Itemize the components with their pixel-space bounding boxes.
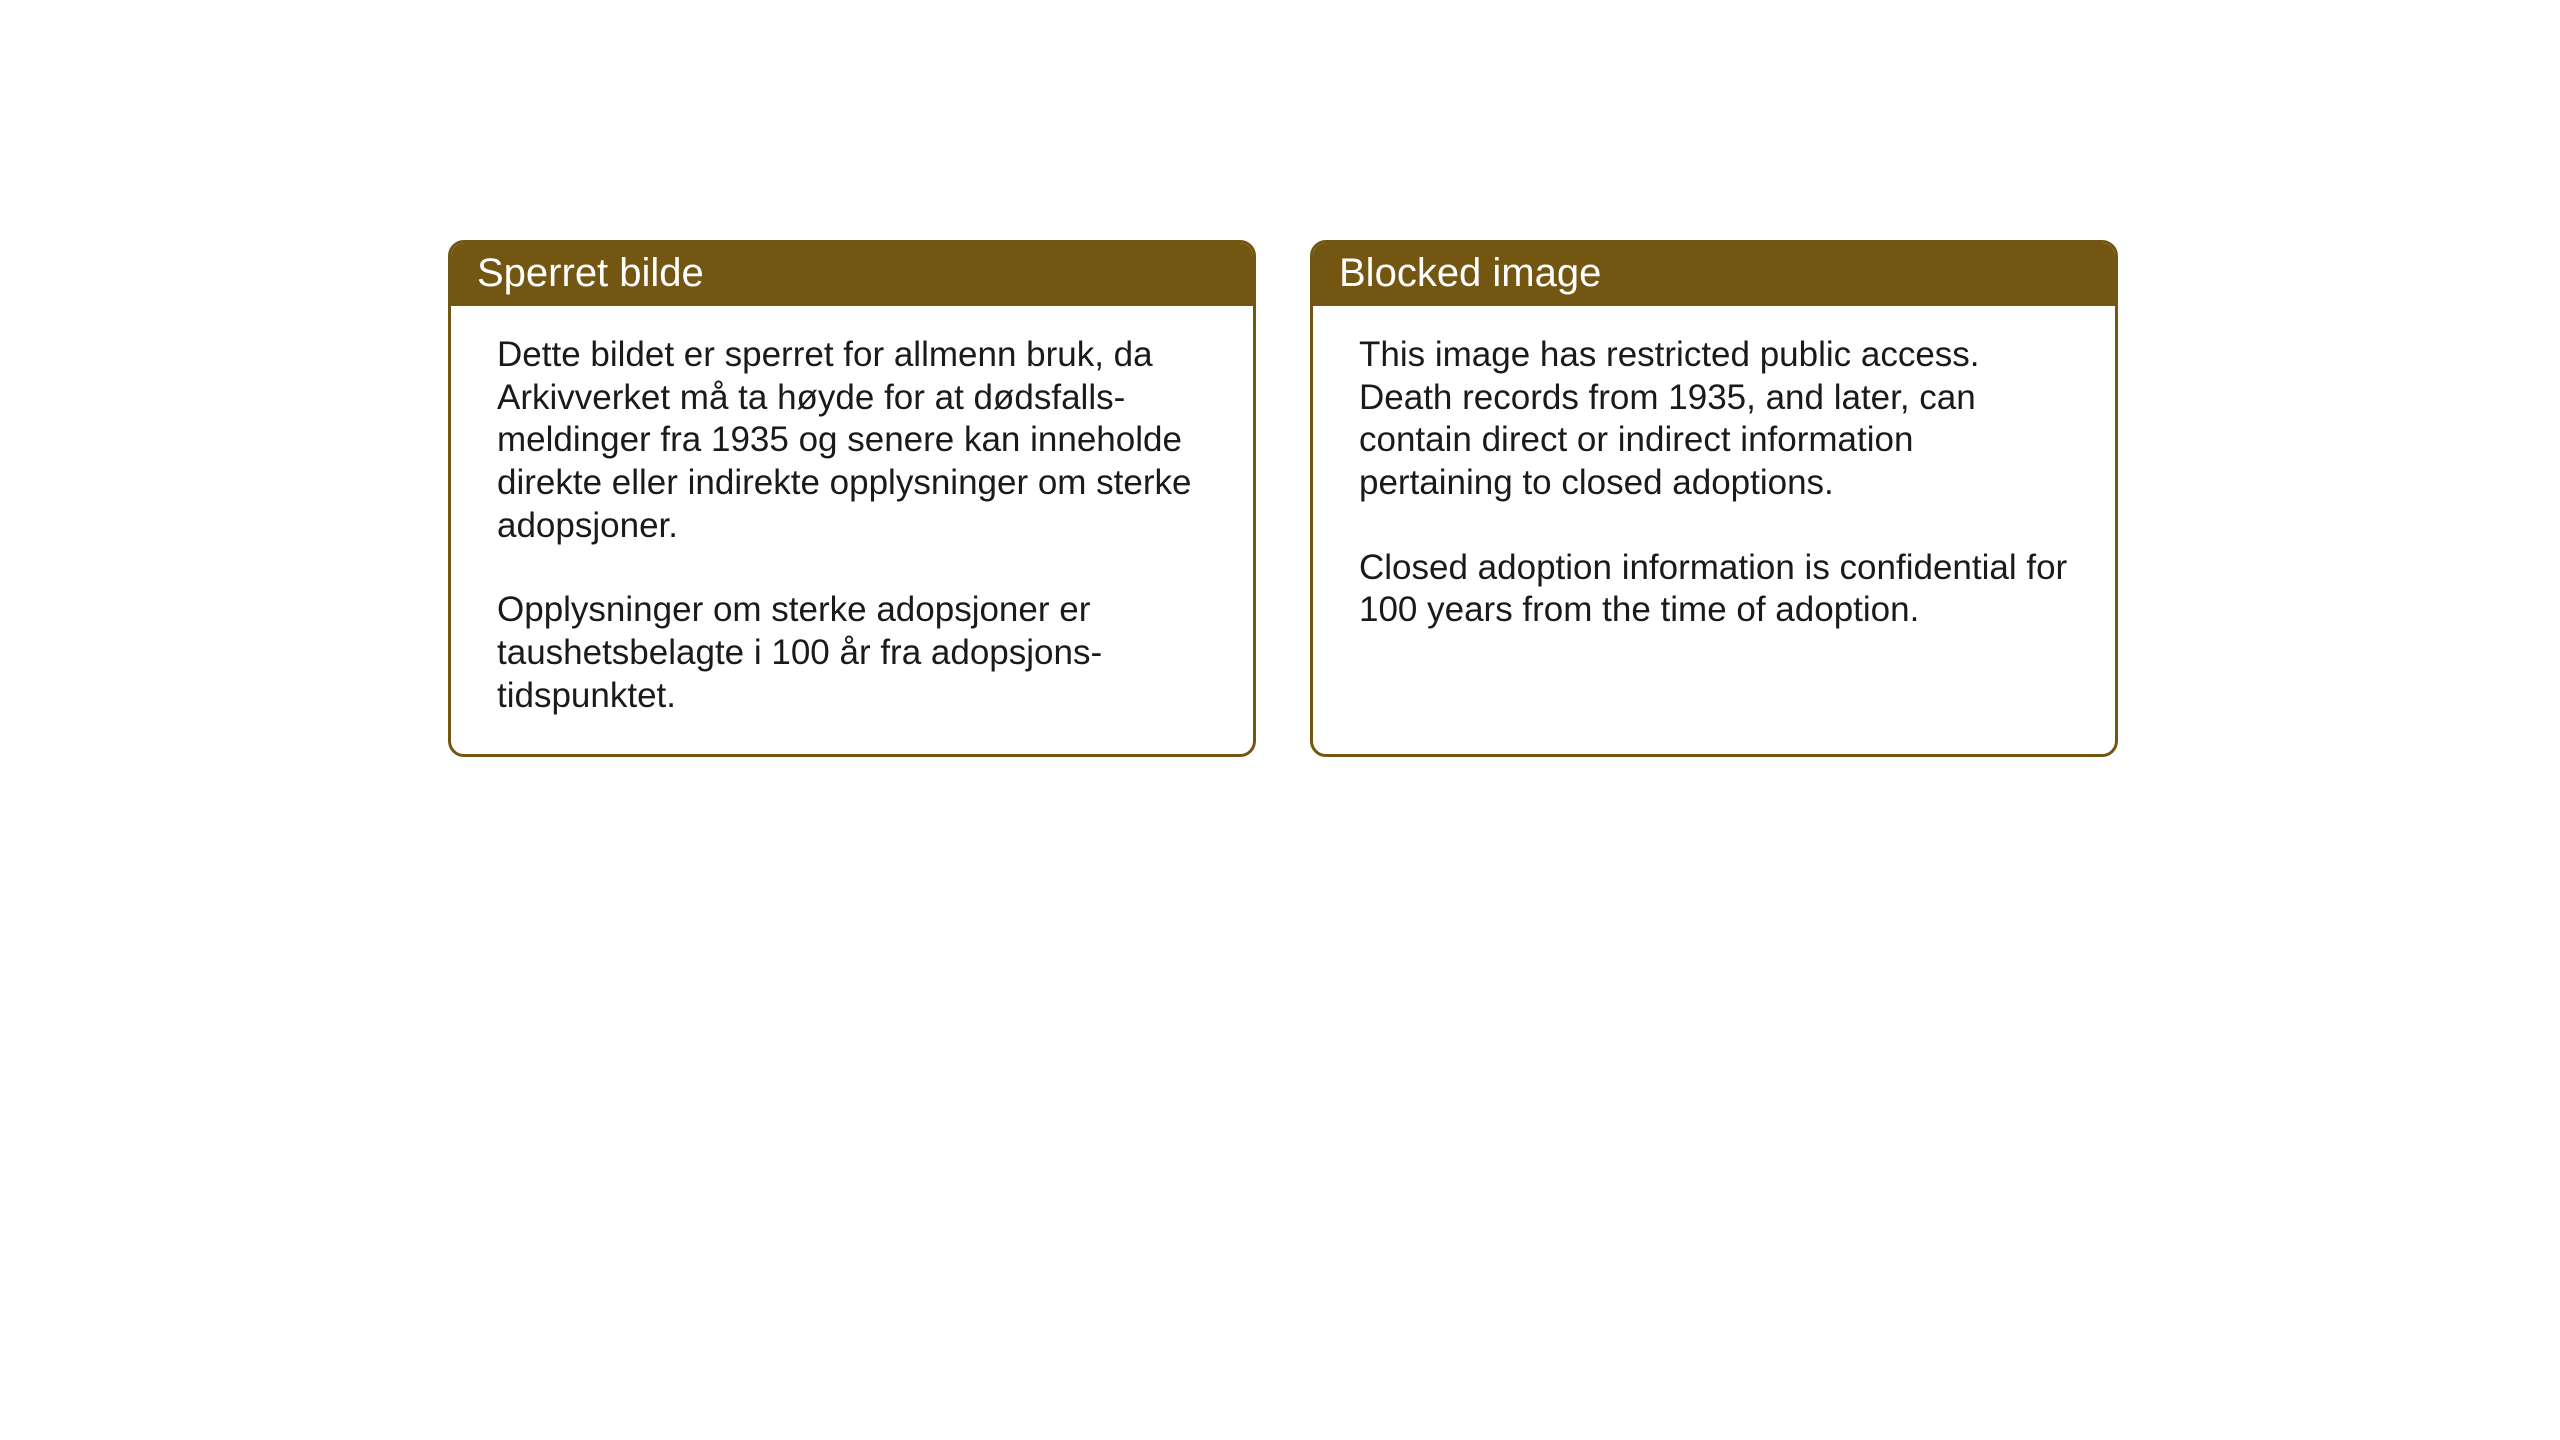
notice-body-norwegian: Dette bildet er sperret for allmenn bruk… <box>451 306 1253 754</box>
notice-box-norwegian: Sperret bilde Dette bildet er sperret fo… <box>448 240 1256 757</box>
notice-paragraph-2-norwegian: Opplysninger om sterke adopsjoner er tau… <box>497 589 1213 717</box>
notice-paragraph-2-english: Closed adoption information is confident… <box>1359 547 2075 632</box>
notice-header-norwegian: Sperret bilde <box>451 243 1253 306</box>
notice-paragraph-1-english: This image has restricted public access.… <box>1359 334 2075 505</box>
notice-container: Sperret bilde Dette bildet er sperret fo… <box>0 0 2560 757</box>
notice-box-english: Blocked image This image has restricted … <box>1310 240 2118 757</box>
notice-body-english: This image has restricted public access.… <box>1313 306 2115 668</box>
notice-paragraph-1-norwegian: Dette bildet er sperret for allmenn bruk… <box>497 334 1213 547</box>
notice-header-english: Blocked image <box>1313 243 2115 306</box>
